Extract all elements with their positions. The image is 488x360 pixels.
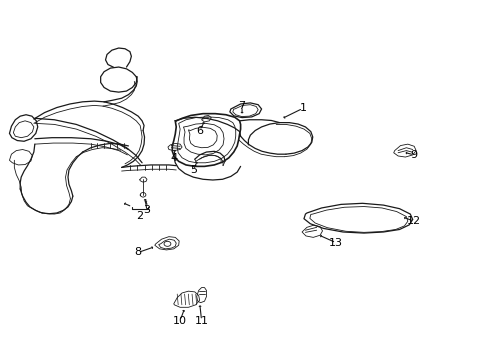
Text: 13: 13	[328, 238, 343, 248]
Text: 3: 3	[143, 206, 150, 216]
Text: 2: 2	[136, 211, 143, 221]
Text: 4: 4	[170, 153, 177, 163]
Text: 5: 5	[189, 165, 196, 175]
Text: 8: 8	[134, 247, 142, 257]
Text: 1: 1	[299, 103, 306, 113]
Text: 9: 9	[410, 150, 417, 160]
Text: 11: 11	[194, 316, 208, 325]
Text: 10: 10	[173, 316, 187, 325]
Text: 12: 12	[407, 216, 420, 226]
Text: 7: 7	[238, 102, 245, 112]
Text: 6: 6	[196, 126, 203, 135]
